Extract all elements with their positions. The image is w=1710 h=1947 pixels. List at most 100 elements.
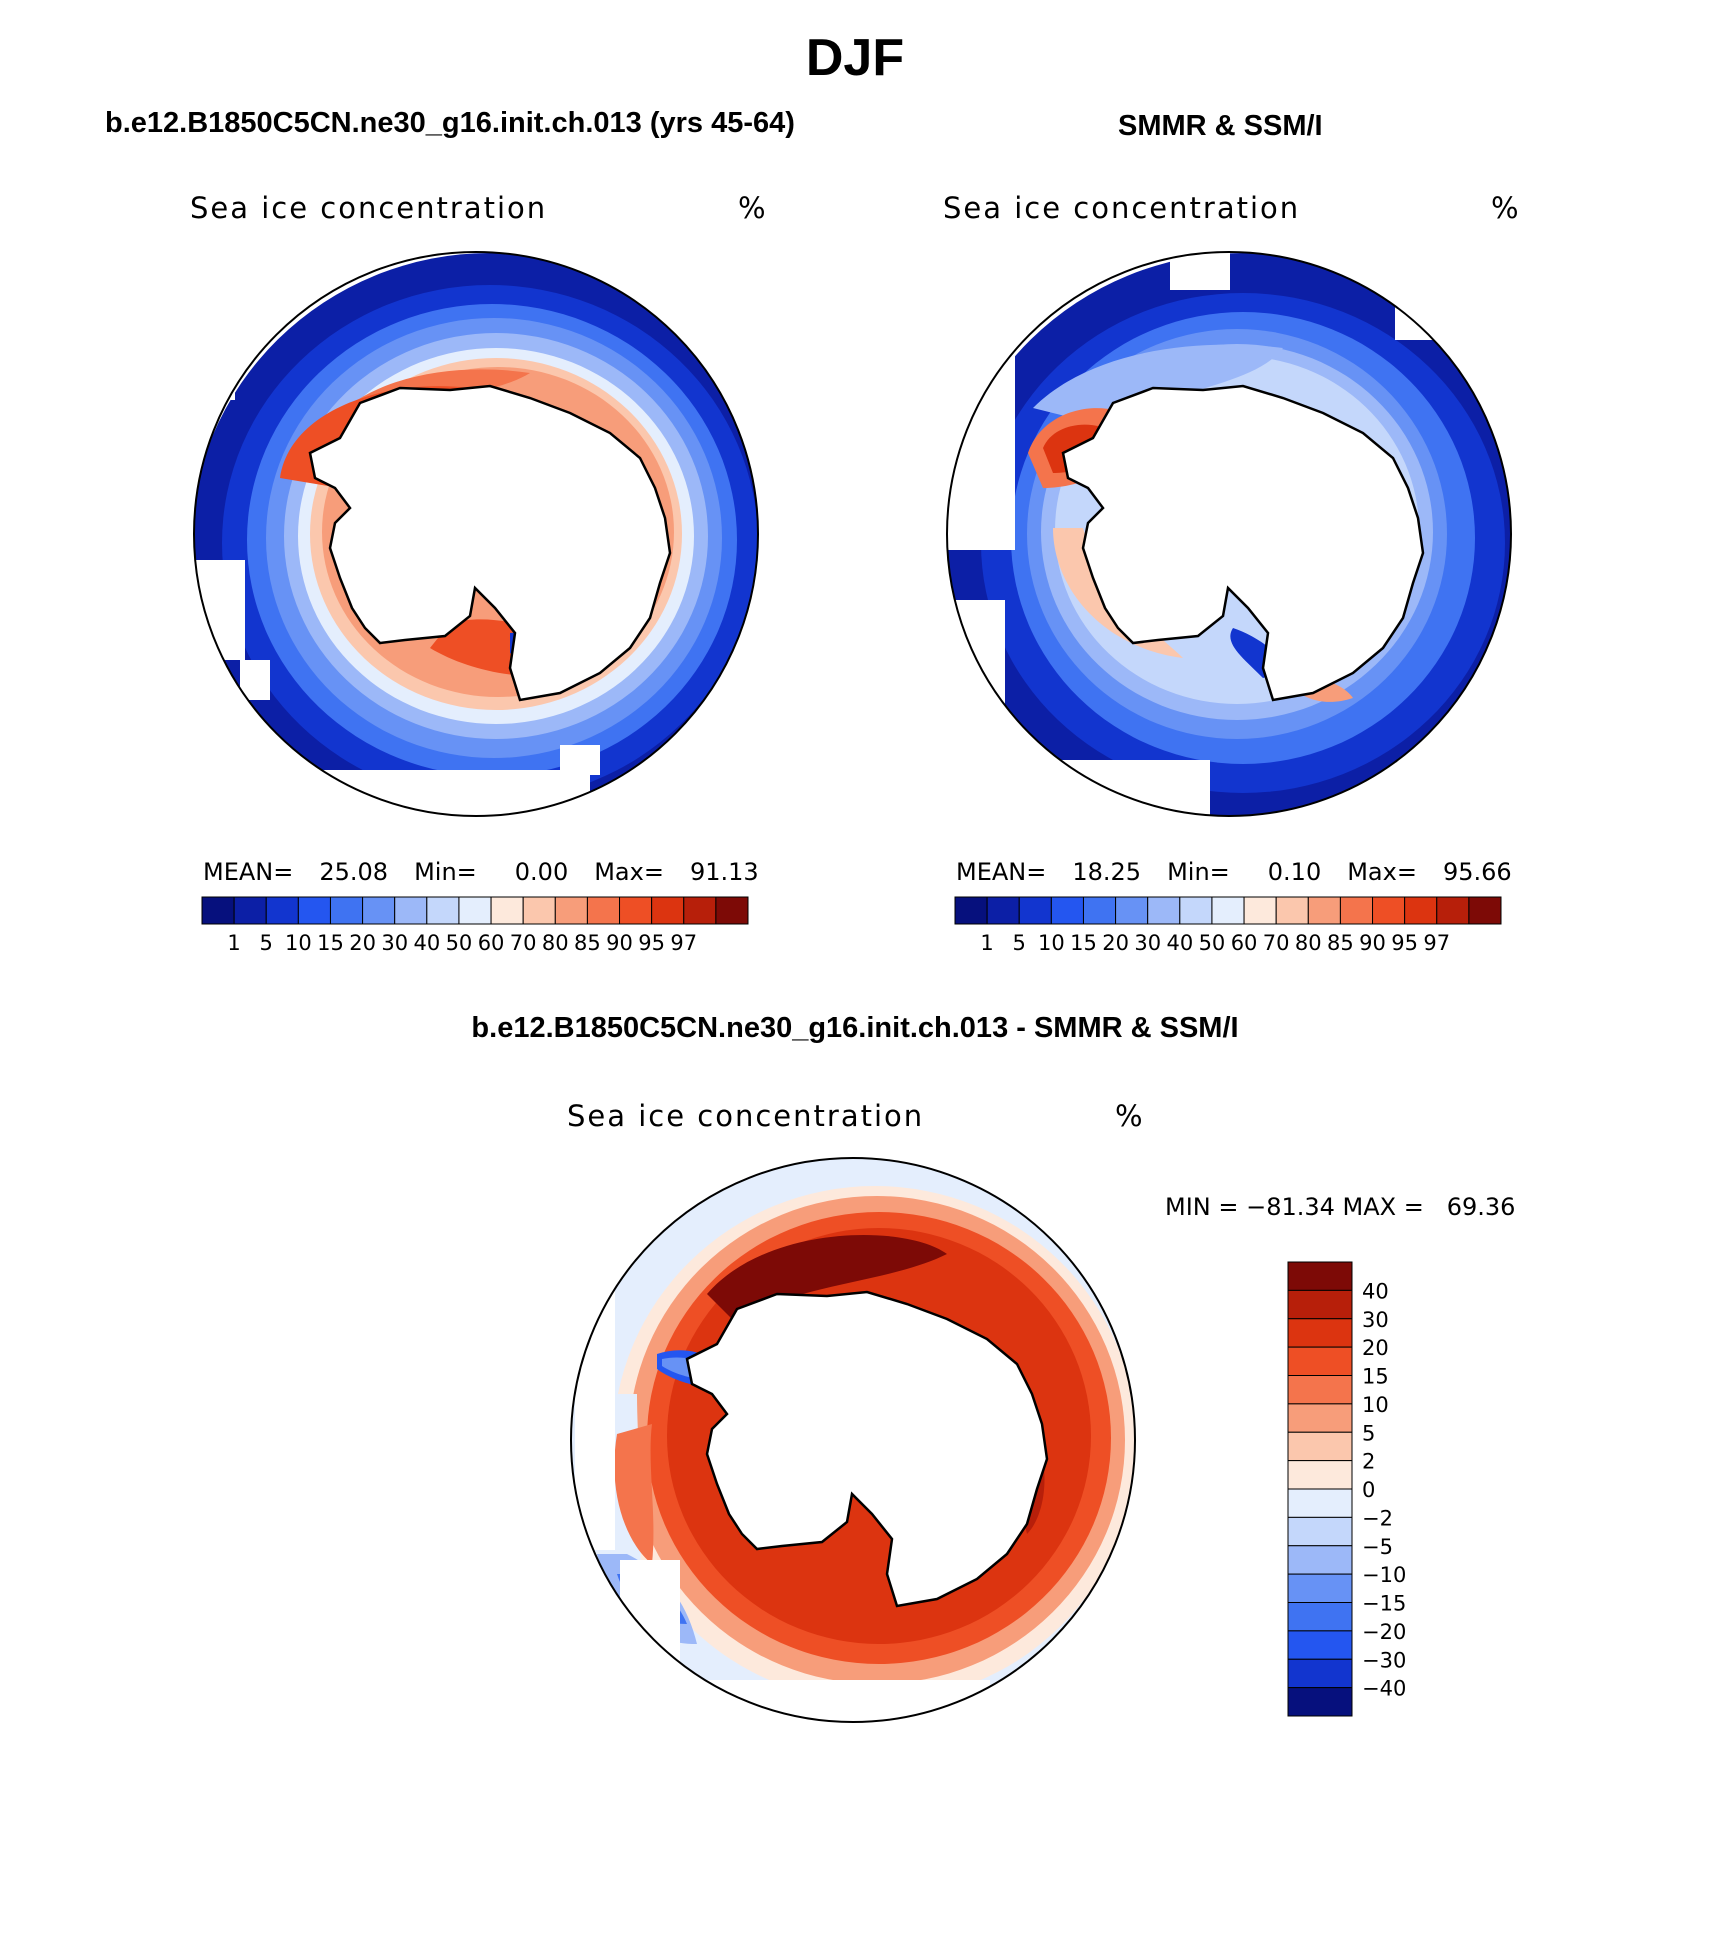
panel-3-colorbar-swatch bbox=[1287, 1346, 1353, 1376]
panel-2-colorbar-label: 40 bbox=[1166, 931, 1193, 955]
panel-2-units-label: % bbox=[1491, 191, 1521, 225]
panel-3-colorbar-label: 0 bbox=[1362, 1478, 1375, 1502]
panel-3-map-border bbox=[570, 1157, 1136, 1723]
panel-1-colorbar-label: 10 bbox=[285, 931, 312, 955]
panel-1-colorbar-swatch bbox=[233, 896, 267, 925]
panel-1-colorbar-label: 20 bbox=[349, 931, 376, 955]
panel-3-colorbar-label: 20 bbox=[1362, 1336, 1389, 1360]
panel-1-colorbar-swatch bbox=[265, 896, 299, 925]
panel-3-colorbar-swatch bbox=[1287, 1289, 1353, 1320]
panel-3-colorbar-swatch bbox=[1287, 1658, 1353, 1689]
panel-1-colorbar-label: 85 bbox=[574, 931, 601, 955]
panel-2-colorbar-swatch bbox=[1468, 896, 1502, 925]
panel-3-colorbar-label: −30 bbox=[1362, 1648, 1406, 1672]
panel-3-colorbar-swatch bbox=[1287, 1261, 1353, 1291]
panel-1-colorbar-swatch bbox=[586, 896, 621, 925]
panel-2-colorbar-label: 80 bbox=[1295, 931, 1322, 955]
panel-3-units-label: % bbox=[1115, 1099, 1145, 1133]
panel-1-variable-label: Sea ice concentration bbox=[190, 191, 548, 225]
panel-1-colorbar-swatch bbox=[522, 896, 556, 925]
panel-2-colorbar-label: 15 bbox=[1070, 931, 1097, 955]
panel-2-colorbar-swatch bbox=[954, 896, 988, 925]
panel-2-colorbar-swatch bbox=[1339, 896, 1374, 925]
panel-3-colorbar-label: −10 bbox=[1362, 1563, 1406, 1587]
panel-2-colorbar-label: 85 bbox=[1327, 931, 1354, 955]
panel-1-colorbar: 1 5 10 15 20 30 40 50 60 70 80 85 90 95 97 bbox=[201, 896, 749, 955]
panel-2-colorbar-swatch bbox=[1404, 896, 1438, 925]
panel-2-colorbar-swatch bbox=[1050, 896, 1084, 925]
panel-2-map bbox=[946, 251, 1512, 817]
panel-1-colorbar-swatch bbox=[426, 896, 460, 925]
panel-3-colorbar-swatch bbox=[1287, 1516, 1353, 1547]
panel-3-colorbar-label: −20 bbox=[1362, 1620, 1406, 1644]
panel-3-title: b.e12.B1850C5CN.ne30_g16.init.ch.013 - S… bbox=[471, 1012, 1239, 1044]
panel-2-variable-label: Sea ice concentration bbox=[943, 191, 1301, 225]
panel-1-colorbar-swatch bbox=[297, 896, 331, 925]
panel-1-colorbar-label: 1 bbox=[227, 931, 240, 955]
panel-3-colorbar-swatch bbox=[1287, 1488, 1353, 1518]
panel-1-colorbar-label: 50 bbox=[446, 931, 473, 955]
panel-1-colorbar-label: 5 bbox=[260, 931, 273, 955]
panel-2-colorbar-swatch bbox=[1275, 896, 1309, 925]
panel-1-colorbar-swatch bbox=[715, 896, 749, 925]
panel-1-colorbar-label: 15 bbox=[317, 931, 344, 955]
panel-3-colorbar-label: −15 bbox=[1362, 1592, 1406, 1616]
panel-2-colorbar-swatch bbox=[1115, 896, 1149, 925]
panel-3-colorbar-label: −5 bbox=[1362, 1535, 1393, 1559]
panel-3-colorbar-swatch bbox=[1287, 1630, 1353, 1660]
panel-2-colorbar: 1 5 10 15 20 30 40 50 60 70 80 85 90 95 97 bbox=[954, 896, 1502, 955]
panel-3-colorbar-label: 30 bbox=[1362, 1308, 1389, 1332]
panel-2-title: SMMR & SSM/I bbox=[1118, 110, 1323, 142]
panel-1-colorbar-swatch bbox=[554, 896, 588, 925]
panel-2-colorbar-swatch bbox=[1211, 896, 1245, 925]
panel-3-colorbar-swatch bbox=[1287, 1602, 1353, 1632]
panel-1-colorbar-label: 95 bbox=[638, 931, 665, 955]
panel-2-colorbar-swatch bbox=[1082, 896, 1117, 925]
panel-1-colorbar-swatch bbox=[619, 896, 653, 925]
panel-1-colorbar-swatch bbox=[683, 896, 717, 925]
panel-2-colorbar-label: 60 bbox=[1231, 931, 1258, 955]
panel-1-colorbar-swatch bbox=[362, 896, 396, 925]
panel-1-map bbox=[193, 251, 759, 817]
panel-3-colorbar-label: 2 bbox=[1362, 1450, 1375, 1474]
panel-3-colorbar-swatch bbox=[1287, 1460, 1353, 1490]
panel-3-colorbar-swatch bbox=[1287, 1318, 1353, 1348]
panel-3-colorbar-swatch bbox=[1287, 1403, 1353, 1433]
panel-2-colorbar-label: 10 bbox=[1038, 931, 1065, 955]
panel-1-colorbar-swatch bbox=[490, 896, 524, 925]
panel-2-colorbar-swatch bbox=[1436, 896, 1470, 925]
panel-2-colorbar-swatch bbox=[1179, 896, 1213, 925]
panel-3-colorbar-label: −2 bbox=[1362, 1506, 1393, 1530]
panel-3-colorbar-swatch bbox=[1287, 1573, 1353, 1603]
panel-1-colorbar-label: 97 bbox=[670, 931, 697, 955]
panel-1-map-border bbox=[193, 251, 759, 817]
panel-3-variable-label: Sea ice concentration bbox=[567, 1099, 925, 1133]
panel-2-colorbar-label: 5 bbox=[1013, 931, 1026, 955]
panel-1-colorbar-label: 30 bbox=[381, 931, 408, 955]
panel-2-colorbar-label: 97 bbox=[1423, 931, 1450, 955]
panel-1-colorbar-label: 80 bbox=[542, 931, 569, 955]
figure-title: DJF bbox=[805, 29, 905, 87]
panel-3-colorbar-label: −40 bbox=[1362, 1677, 1406, 1701]
panel-2-colorbar-swatch bbox=[1307, 896, 1341, 925]
panel-1-colorbar-swatch bbox=[329, 896, 364, 925]
panel-3-colorbar-swatch bbox=[1287, 1545, 1353, 1575]
panel-3-colorbar-label: 15 bbox=[1362, 1365, 1389, 1389]
panel-1-colorbar-swatch bbox=[458, 896, 492, 925]
panel-1-colorbar-label: 90 bbox=[606, 931, 633, 955]
panel-2-colorbar-label: 1 bbox=[980, 931, 993, 955]
panel-1-colorbar-swatch bbox=[394, 896, 428, 925]
panel-2-colorbar-label: 95 bbox=[1391, 931, 1418, 955]
panel-1-units-label: % bbox=[738, 191, 768, 225]
panel-3-map bbox=[570, 1157, 1136, 1723]
panel-2-colorbar-label: 20 bbox=[1102, 931, 1129, 955]
panel-2-map-border bbox=[946, 251, 1512, 817]
panel-2-colorbar-label: 90 bbox=[1359, 931, 1386, 955]
panel-2-colorbar-swatch bbox=[1372, 896, 1406, 925]
panel-3-colorbar-label: 5 bbox=[1362, 1421, 1375, 1445]
panel-1-colorbar-swatch bbox=[201, 896, 235, 925]
panel-1-stats: MEAN= 25.08 Min= 0.00 Max= 91.13 bbox=[203, 858, 759, 886]
panel-3-colorbar-swatch bbox=[1287, 1431, 1353, 1462]
